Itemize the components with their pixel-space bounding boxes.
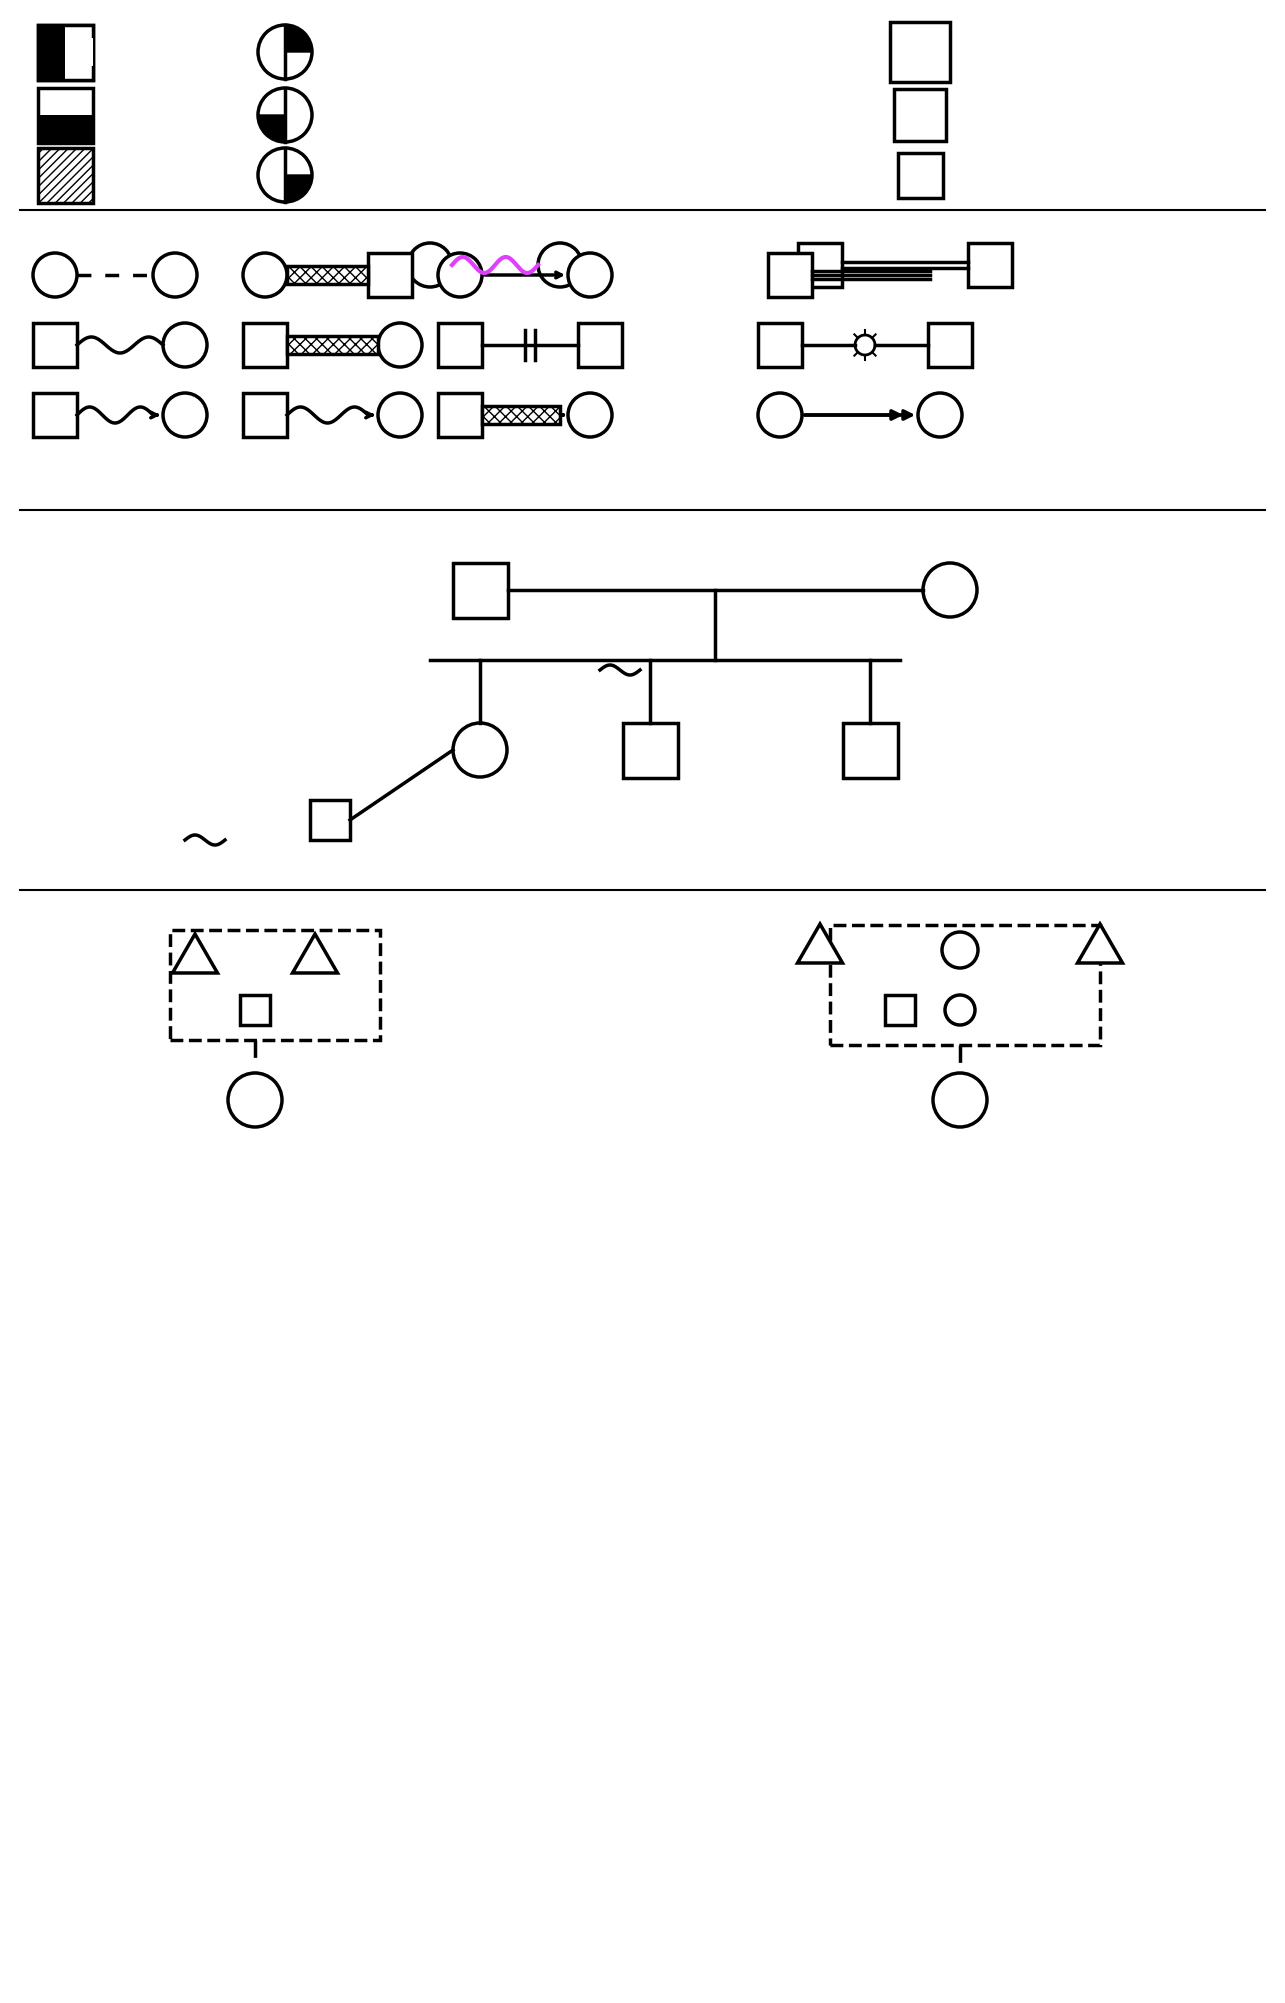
Bar [928, 322, 971, 367]
Circle shape [258, 88, 312, 142]
Circle shape [568, 252, 612, 296]
Bar [758, 322, 802, 367]
Bar [798, 242, 842, 286]
Circle shape [923, 563, 977, 617]
Bar [622, 723, 677, 777]
Polygon shape [798, 923, 843, 963]
Circle shape [438, 252, 482, 296]
Circle shape [153, 252, 197, 296]
Bar [37, 24, 93, 80]
Bar [287, 266, 368, 284]
Bar [37, 88, 93, 142]
Circle shape [758, 393, 802, 437]
Bar [891, 22, 950, 82]
Circle shape [243, 252, 287, 296]
Bar [33, 322, 77, 367]
Polygon shape [293, 933, 338, 973]
Polygon shape [172, 933, 217, 973]
Bar [768, 252, 812, 296]
Bar [243, 393, 287, 437]
Bar [368, 252, 412, 296]
Bar [170, 929, 380, 1040]
Bar [240, 995, 270, 1026]
Bar [438, 393, 482, 437]
Circle shape [378, 393, 421, 437]
Bar [885, 995, 915, 1026]
Bar [968, 242, 1013, 286]
Circle shape [454, 723, 508, 777]
Bar [894, 88, 946, 140]
Bar [66, 38, 93, 66]
Bar [843, 723, 897, 777]
Wedge shape [285, 174, 312, 202]
Circle shape [538, 242, 582, 286]
Circle shape [378, 322, 421, 367]
Bar [830, 925, 1100, 1046]
Circle shape [942, 931, 978, 967]
Bar [287, 337, 378, 355]
Circle shape [917, 393, 962, 437]
Circle shape [258, 24, 312, 78]
Polygon shape [1078, 923, 1123, 963]
Bar [37, 114, 93, 142]
Wedge shape [285, 24, 312, 52]
Wedge shape [258, 114, 285, 142]
Circle shape [163, 322, 207, 367]
Bar [33, 393, 77, 437]
Circle shape [855, 335, 875, 355]
Bar [578, 322, 622, 367]
Circle shape [944, 995, 975, 1026]
Bar [37, 24, 66, 80]
Circle shape [568, 393, 612, 437]
Circle shape [163, 393, 207, 437]
Circle shape [33, 252, 77, 296]
Circle shape [258, 148, 312, 202]
Bar [452, 563, 508, 617]
Bar [438, 322, 482, 367]
Bar [37, 148, 93, 202]
Bar [482, 407, 560, 425]
Bar [243, 322, 287, 367]
Circle shape [409, 242, 452, 286]
Bar [897, 152, 942, 198]
Bar [310, 799, 350, 839]
Circle shape [227, 1074, 281, 1128]
Circle shape [933, 1074, 987, 1128]
Bar [37, 24, 93, 80]
